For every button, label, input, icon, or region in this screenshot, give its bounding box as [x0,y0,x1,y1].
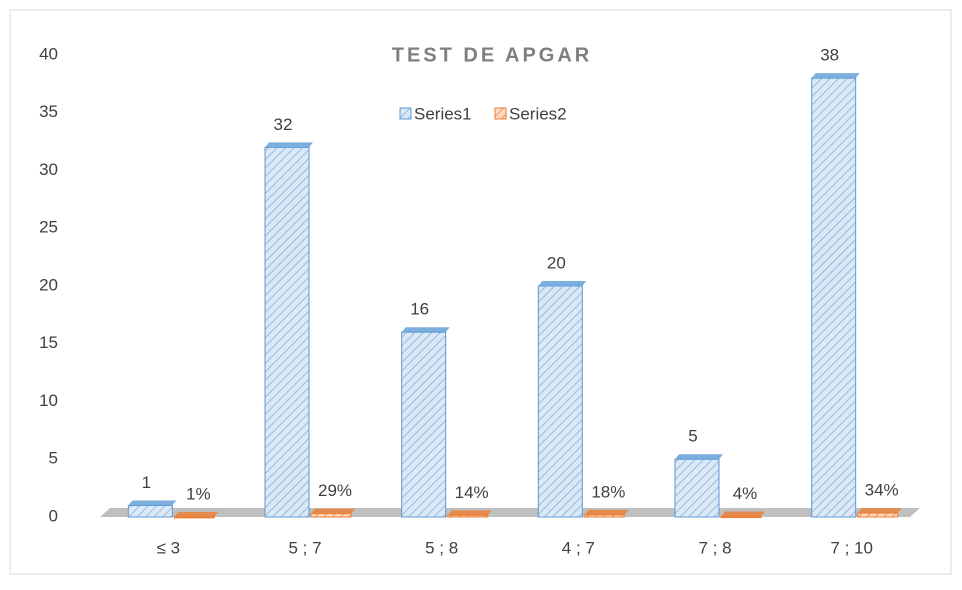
bar [173,516,215,519]
bar [674,458,720,518]
bar-top [811,73,860,79]
data-label: 18% [591,482,625,501]
bar-top [311,508,355,514]
data-label: 20 [547,253,566,272]
bar [720,516,762,519]
data-label: 5 [688,427,697,446]
bar [401,331,447,518]
y-tick-label: 0 [49,506,58,525]
x-tick-label: 5 ; 8 [425,538,458,557]
data-label: 34% [865,481,899,500]
bar-top [265,142,313,148]
y-tick-label: 30 [39,160,58,179]
bar-top [447,510,492,516]
y-tick-label: 15 [39,333,58,352]
y-tick-label: 25 [39,218,58,237]
bar [447,514,489,518]
data-label: 4% [733,484,758,503]
bar [857,512,899,518]
legend-label: Series1 [414,104,472,123]
data-label: 29% [318,481,352,500]
x-tick-label: 7 ; 8 [698,538,731,557]
y-tick-label: 40 [39,44,58,63]
chart-border [9,9,952,575]
bar-top [401,327,450,333]
legend-swatch [399,107,412,120]
data-label: 1% [186,484,211,503]
y-tick-label: 10 [39,391,58,410]
floor [100,508,920,517]
x-tick-label: 5 ; 7 [288,538,321,557]
bar [583,514,625,518]
bar-top [538,281,587,286]
data-label: 32 [274,115,293,134]
bar [310,513,352,518]
y-tick-label: 5 [49,449,58,468]
x-tick-label: 7 ; 10 [830,538,873,557]
bar-top [721,511,765,517]
bar-top [675,454,723,460]
bar [127,504,173,518]
y-tick-label: 35 [39,102,58,121]
data-label: 38 [820,46,839,65]
bar-top [128,500,177,506]
x-tick-label: 4 ; 7 [562,538,595,557]
data-label: 16 [410,300,429,319]
legend-label: Series2 [509,104,567,123]
x-tick-label: ≤ 3 [157,538,181,557]
legend-swatch [494,107,507,120]
bar-top [857,508,902,514]
bar [811,77,857,518]
bar-top [584,509,629,515]
bar [537,285,583,518]
y-tick-label: 20 [39,275,58,294]
bar-top [174,511,219,517]
chart-title: TEST DE APGAR [392,44,593,66]
data-label: 1 [142,473,151,492]
data-label: 14% [455,483,489,502]
bar [264,146,310,518]
